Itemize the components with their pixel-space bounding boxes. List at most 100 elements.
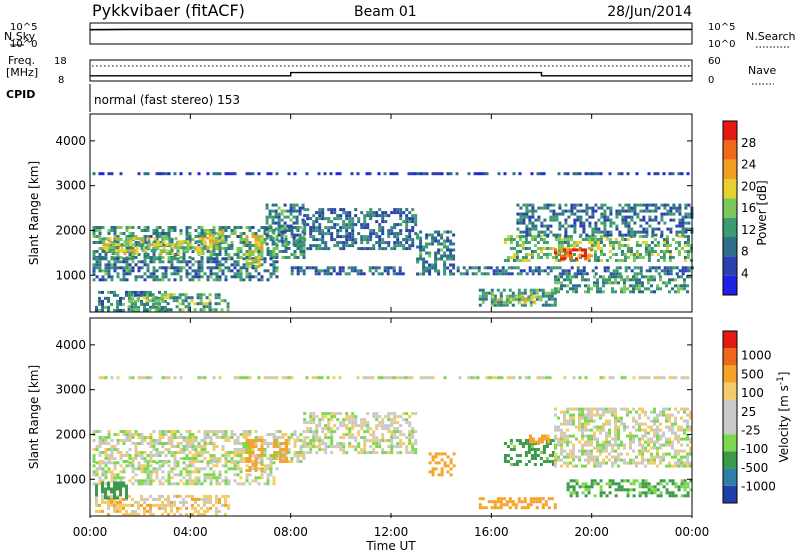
power-cell	[428, 233, 432, 237]
power-cell	[380, 272, 384, 276]
velocity-cell	[254, 460, 258, 463]
power-cell	[541, 303, 545, 307]
power-cell	[446, 257, 450, 261]
velocity-cell	[414, 439, 418, 443]
power-cell	[359, 269, 363, 273]
velocity-cell	[128, 430, 132, 433]
velocity-cell	[659, 413, 662, 417]
power-cell	[180, 243, 184, 247]
power-cell	[617, 247, 621, 250]
velocity-cell	[227, 436, 231, 439]
power-cell	[125, 266, 129, 270]
velocity-cell	[260, 469, 264, 472]
power-cell	[302, 256, 306, 259]
power-cell	[254, 232, 258, 235]
power-cell	[211, 308, 215, 312]
velocity-cell	[245, 460, 249, 463]
velocity-cell	[369, 427, 373, 431]
velocity-cell	[107, 503, 110, 507]
power-cell	[296, 272, 300, 276]
power-cell	[497, 172, 501, 176]
velocity-cell	[408, 436, 412, 440]
velocity-cell	[566, 464, 569, 468]
power-cell	[623, 238, 627, 241]
power-cell	[360, 226, 364, 230]
velocity-cell	[443, 461, 447, 465]
power-cell	[459, 272, 463, 276]
velocity-cell	[375, 445, 379, 449]
velocity-cell	[107, 433, 111, 436]
power-cell	[681, 230, 685, 234]
velocity-cell	[617, 431, 620, 435]
power-cell	[140, 266, 144, 270]
velocity-cell	[185, 454, 189, 457]
velocity-cell	[131, 503, 134, 507]
velocity-cell	[218, 457, 222, 460]
power-cell	[101, 308, 104, 312]
power-cell	[268, 209, 272, 213]
velocity-cell	[95, 470, 99, 474]
power-cell	[393, 232, 397, 236]
power-cell	[200, 232, 204, 235]
velocity-cell	[191, 439, 195, 442]
power-cell	[573, 272, 577, 276]
power-cell	[169, 296, 173, 300]
velocity-cell	[116, 500, 119, 504]
velocity-cell	[194, 451, 198, 454]
velocity-cell	[251, 467, 255, 471]
velocity-cell	[437, 461, 441, 465]
power-cell	[236, 235, 240, 238]
velocity-cell	[596, 446, 599, 450]
velocity-cell	[170, 442, 174, 445]
power-cell	[587, 247, 591, 250]
power-cell	[146, 275, 150, 279]
power-cell	[572, 244, 576, 247]
velocity-cell	[149, 433, 153, 436]
power-cell	[557, 278, 560, 282]
velocity-cell	[363, 448, 367, 452]
power-cell	[684, 230, 688, 234]
velocity-cell	[614, 434, 617, 438]
power-cell	[524, 298, 528, 302]
power-cell	[369, 235, 373, 239]
power-cell	[683, 244, 687, 247]
velocity-cell	[236, 436, 240, 439]
velocity-cell	[446, 470, 450, 474]
power-cell	[425, 260, 429, 264]
power-cell	[107, 266, 111, 270]
velocity-cell	[176, 442, 180, 445]
velocity-cell	[671, 428, 674, 432]
power-cell	[275, 269, 279, 273]
power-cell	[531, 212, 535, 216]
power-cell	[620, 275, 623, 279]
velocity-cell	[360, 427, 364, 431]
velocity-cell	[107, 457, 111, 460]
power-cell	[629, 247, 633, 250]
velocity-cell	[239, 451, 243, 454]
power-cell	[287, 229, 291, 232]
power-cell	[603, 221, 607, 225]
velocity-cell	[170, 470, 174, 474]
velocity-cell	[493, 500, 497, 504]
velocity-cell	[478, 506, 482, 510]
power-cell	[381, 238, 385, 242]
power-cell	[254, 247, 258, 250]
velocity-cell	[143, 439, 147, 442]
velocity-cell	[671, 440, 674, 444]
velocity-cell	[590, 434, 593, 438]
power-cell	[272, 266, 276, 270]
velocity-cell	[257, 448, 261, 451]
velocity-cell	[146, 442, 150, 445]
velocity-cell	[197, 476, 201, 480]
velocity-cell	[182, 503, 185, 507]
power-cell	[665, 281, 668, 285]
power-cell	[512, 298, 516, 302]
velocity-cell	[194, 454, 198, 457]
velocity-cell	[650, 425, 653, 429]
velocity-cell	[149, 460, 153, 463]
power-cell	[576, 272, 580, 276]
power-cell	[333, 226, 337, 230]
power-cell	[647, 259, 651, 262]
power-cell	[593, 235, 597, 238]
power-cell	[590, 172, 594, 176]
